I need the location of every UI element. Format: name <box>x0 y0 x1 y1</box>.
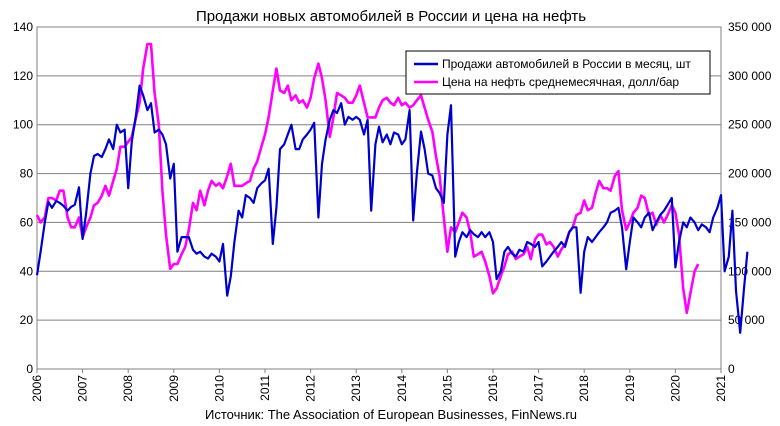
x-tick-label: 2007 <box>76 375 90 402</box>
series-lines <box>35 42 749 334</box>
y-left-tick-label: 20 <box>20 313 34 327</box>
y-left-tick-label: 40 <box>20 264 34 278</box>
x-tick-label: 2011 <box>258 375 272 401</box>
legend-label-car-sales: Продажи автомобилей в России в месяц, шт <box>442 57 691 71</box>
series-line-car-sales <box>35 84 749 334</box>
y-right-tick-label: 150 000 <box>728 215 772 229</box>
y-right-tick-label: 300 000 <box>728 69 772 83</box>
left-axis: 0 20 40 60 80 100 120 140 <box>13 20 33 376</box>
y-left-tick-label: 140 <box>13 20 33 34</box>
x-tick-label: 2016 <box>486 375 500 402</box>
y-left-tick-label: 80 <box>20 167 34 181</box>
x-tick-label: 2006 <box>30 375 44 402</box>
x-tick-label: 2012 <box>304 375 318 402</box>
x-tick-label: 2010 <box>212 375 226 402</box>
y-left-tick-label: 60 <box>20 215 34 229</box>
legend: Продажи автомобилей в России в месяц, шт… <box>405 50 711 95</box>
y-left-tick-label: 100 <box>13 118 33 132</box>
x-tick-label: 2008 <box>121 375 135 402</box>
x-tick-label: 2018 <box>577 375 591 402</box>
y-right-tick-label: 0 <box>728 362 735 376</box>
x-tick-label: 2014 <box>395 375 409 402</box>
x-tick-label: 2020 <box>668 375 682 402</box>
chart-source: Источник: The Association of European Bu… <box>205 407 577 422</box>
x-tick-label: 2015 <box>440 375 454 402</box>
y-right-tick-label: 350 000 <box>728 20 772 34</box>
x-tick-label: 2019 <box>623 375 637 402</box>
y-left-tick-label: 0 <box>26 362 33 376</box>
chart-title: Продажи новых автомобилей в России и цен… <box>196 8 586 25</box>
y-right-tick-label: 200 000 <box>728 167 772 181</box>
series-line-oil-price <box>35 42 700 315</box>
right-axis: 0 50 000 100 000 150 000 200 000 250 000 300 0… <box>728 20 772 376</box>
x-tick-label: 2017 <box>532 375 546 402</box>
y-right-tick-label: 250 000 <box>728 118 772 132</box>
legend-box <box>405 50 711 95</box>
x-axis: 2006 2007 2008 2009 2010 2011 2012 2013 2014 2015… <box>30 369 728 402</box>
x-tick-label: 2021 <box>714 375 728 402</box>
y-right-tick-label: 50 000 <box>728 313 765 327</box>
legend-label-oil-price: Цена на нефть среднемесячная, долл/бар <box>442 75 679 89</box>
x-tick-label: 2009 <box>167 375 181 402</box>
y-right-tick-label: 100 000 <box>728 264 772 278</box>
x-tick-label: 2013 <box>349 375 363 402</box>
y-left-tick-label: 120 <box>13 69 33 83</box>
